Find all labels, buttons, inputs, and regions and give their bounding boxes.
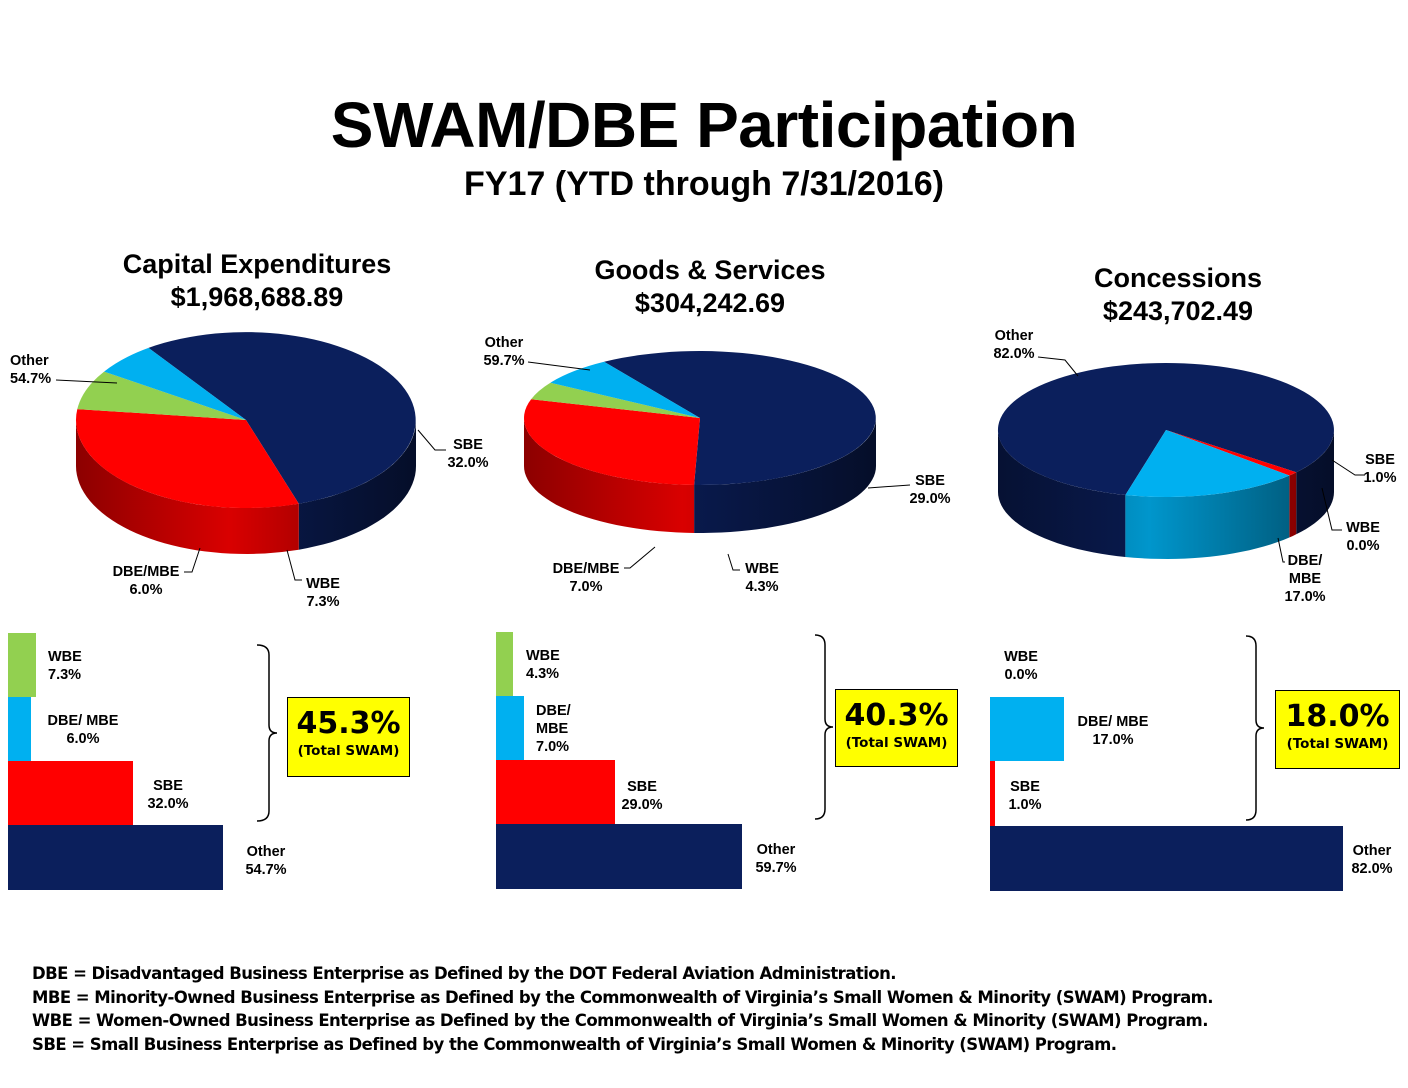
footnotes: DBE = Disadvantaged Business Enterprise … <box>32 962 1214 1056</box>
pie-side-sbe <box>76 420 299 554</box>
bar-label-other: Other 59.7% <box>755 842 797 876</box>
leader-dbe <box>1277 537 1285 563</box>
brace-concessions <box>1245 635 1265 821</box>
panel-title-concessions: Concessions $243,702.49 <box>978 262 1378 328</box>
page-subtitle: FY17 (YTD through 7/31/2016) <box>464 165 944 203</box>
total-swam-capital: 45.3% (Total SWAM) <box>287 697 410 777</box>
pie-label-other: Other 59.7% <box>483 335 525 369</box>
leader-wbe <box>286 549 302 581</box>
brace-goods <box>814 634 834 820</box>
bar-label-other: Other 82.0% <box>1351 843 1393 877</box>
pie-side-sbe <box>1289 472 1297 538</box>
leader-sbe <box>417 429 446 451</box>
bar-label-wbe: WBE 7.3% <box>48 649 82 683</box>
bar-dbe-mbe <box>8 697 31 761</box>
chart-title: Concessions <box>1093 263 1263 293</box>
bar-wbe <box>496 632 513 696</box>
pie-sides <box>76 420 416 554</box>
chart-amount: $1,968,688.89 <box>170 282 344 312</box>
pie-slice-sbe <box>524 399 700 485</box>
bar-label-wbe: WBE 4.3% <box>526 648 560 682</box>
bar-label-sbe: SBE 32.0% <box>147 778 189 812</box>
footnote-wbe: WBE = Women-Owned Business Enterprise as… <box>32 1011 1208 1030</box>
pie-label-wbe: WBE 0.0% <box>1346 520 1380 554</box>
bar-other <box>990 826 1343 891</box>
leader-other <box>527 361 591 371</box>
chart-title: Goods & Services <box>594 255 826 285</box>
leader-dbe <box>624 546 656 569</box>
pie-label-wbe: WBE 4.3% <box>745 561 779 595</box>
bar-label-sbe: SBE 29.0% <box>621 779 663 813</box>
chart-amount: $243,702.49 <box>1102 296 1254 326</box>
pie-top <box>524 351 876 486</box>
pie-sides <box>998 430 1334 559</box>
bar-label-dbe: DBE/MBE 7.0% <box>536 703 571 755</box>
bar-label-other: Other 54.7% <box>245 844 287 878</box>
pie-side-other <box>694 418 876 533</box>
pie-label-sbe: SBE 32.0% <box>447 437 489 471</box>
leader-sbe <box>1331 459 1365 476</box>
pie-slice-wbe <box>531 382 700 418</box>
pie-top <box>75 332 416 509</box>
bar-sbe <box>496 760 615 824</box>
pie-slice-other <box>997 362 1334 495</box>
bar-label-sbe: SBE 1.0% <box>1008 779 1042 813</box>
pie-label-wbe: WBE 7.3% <box>306 576 340 610</box>
leader-dbe <box>184 547 201 573</box>
pie-slice-wbe <box>77 371 246 420</box>
leader-wbe <box>1321 487 1342 531</box>
bar-label-dbe: DBE/ MBE 6.0% <box>47 713 119 747</box>
pie-side-other <box>298 420 416 550</box>
pie-label-dbe: DBE/MBE 7.0% <box>552 561 620 595</box>
pie-label-sbe: SBE 1.0% <box>1363 452 1397 486</box>
panel-title-capital: Capital Expenditures $1,968,688.89 <box>57 248 457 314</box>
pie-slice-other <box>604 351 876 486</box>
bar-dbe-mbe <box>496 696 524 760</box>
pie-side-sbe <box>524 418 695 533</box>
bar-dbe-mbe <box>990 697 1064 761</box>
pie-slice-dbe-mbe <box>1125 430 1290 497</box>
chart-title: Capital Expenditures <box>122 249 392 279</box>
leader-other <box>1037 356 1079 377</box>
bar-label-wbe: WBE 0.0% <box>1004 649 1038 683</box>
pie-side-dbe-mbe <box>1125 475 1290 559</box>
total-swam-concessions: 18.0% (Total SWAM) <box>1275 690 1400 769</box>
bar-other <box>8 825 223 890</box>
bar-other <box>496 824 742 889</box>
pie-sides <box>524 418 876 533</box>
leader-other <box>55 379 118 384</box>
pie-slice-sbe <box>75 409 299 509</box>
leader-wbe <box>727 553 740 571</box>
panel-title-goods: Goods & Services $304,242.69 <box>510 254 910 320</box>
pie-label-dbe: DBE/MBE 17.0% <box>1284 553 1326 605</box>
pie-side-other <box>998 430 1126 557</box>
pie-side-other <box>1296 430 1334 535</box>
bar-wbe <box>8 633 36 697</box>
page-title: SWAM/DBE Participation <box>330 89 1078 161</box>
pie-label-dbe: DBE/MBE 6.0% <box>112 564 180 598</box>
leader-sbe <box>867 484 911 489</box>
bar-sbe <box>990 761 995 826</box>
brace-capital <box>256 644 278 822</box>
footnote-sbe: SBE = Small Business Enterprise as Defin… <box>32 1034 1117 1054</box>
pie-label-sbe: SBE 29.0% <box>909 473 951 507</box>
bar-label-dbe: DBE/ MBE 17.0% <box>1077 714 1149 748</box>
footnote-mbe: MBE = Minority-Owned Business Enterprise… <box>32 987 1214 1007</box>
chart-amount: $304,242.69 <box>634 288 786 318</box>
pie-top <box>997 362 1334 497</box>
pie-slice-sbe <box>1166 430 1297 476</box>
pie-label-other: Other 82.0% <box>993 328 1035 362</box>
pie-slice-dbe-mbe <box>550 361 700 418</box>
footnote-dbe: DBE = Disadvantaged Business Enterprise … <box>32 964 897 983</box>
pie-slice-other <box>148 332 416 504</box>
total-swam-goods: 40.3% (Total SWAM) <box>835 689 958 767</box>
pie-slice-dbe-mbe <box>104 347 246 420</box>
pie-label-other: Other 54.7% <box>10 353 52 387</box>
bar-sbe <box>8 761 133 825</box>
